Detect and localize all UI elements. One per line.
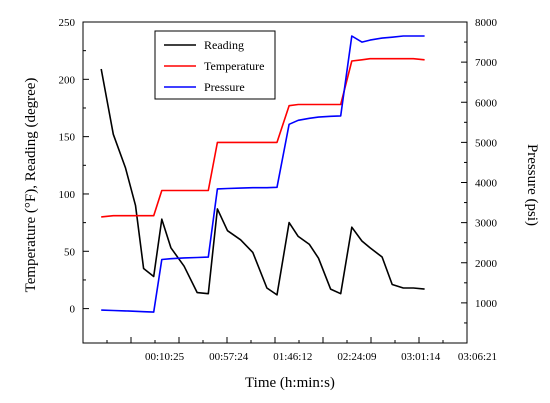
x-tick-label: 03:06:21 bbox=[458, 351, 497, 363]
y-axis-title-left: Temperature (°F), Reading (degree) bbox=[23, 78, 39, 293]
x-tick-label: 00:10:25 bbox=[145, 351, 185, 363]
legend-items: Reading Temperature Pressure bbox=[164, 38, 264, 94]
x-tick-label: 02:24:09 bbox=[337, 351, 377, 363]
y-left-tick-label: 0 bbox=[70, 304, 76, 316]
y-right-tick-label: 3000 bbox=[475, 218, 498, 230]
y-left-tick-label: 50 bbox=[64, 246, 76, 258]
y-right-tick-label: 4000 bbox=[475, 178, 498, 190]
y-right-tick-label: 7000 bbox=[475, 57, 498, 69]
y-right-tick-label: 5000 bbox=[475, 137, 498, 149]
y-left-tick-label: 250 bbox=[59, 17, 76, 29]
y-right-tick-label: 2000 bbox=[475, 258, 498, 270]
series-line-reading bbox=[100, 68, 425, 296]
x-tick-label: 01:46:12 bbox=[273, 351, 312, 363]
series-line-pressure bbox=[101, 35, 425, 313]
y-right-tick-label: 1000 bbox=[475, 298, 498, 310]
series-group bbox=[100, 35, 425, 313]
x-tick-label: 03:01:14 bbox=[401, 351, 441, 363]
y-left-tick-label: 200 bbox=[59, 74, 76, 86]
y-left-tick-label: 100 bbox=[59, 189, 76, 201]
legend-label-pressure: Pressure bbox=[204, 80, 245, 94]
x-axis-title: Time (h:min:s) bbox=[245, 375, 335, 391]
legend-label-temperature: Temperature bbox=[204, 59, 264, 73]
y-axis-title-right: Pressure (psi) bbox=[524, 144, 540, 226]
legend: Reading Temperature Pressure bbox=[154, 30, 276, 100]
legend-label-reading: Reading bbox=[204, 38, 244, 52]
y-right-tick-label: 6000 bbox=[475, 97, 498, 109]
axis-ticks bbox=[83, 21, 467, 343]
y-left-tick-label: 150 bbox=[59, 132, 76, 144]
series-line-temperature bbox=[101, 57, 425, 218]
tick-labels: 0 50 100 150 200 250 1000 2000 3000 4000 5000 6000 7… bbox=[59, 17, 498, 363]
x-tick-label: 00:57:24 bbox=[209, 351, 249, 363]
y-right-tick-label: 8000 bbox=[475, 17, 498, 29]
